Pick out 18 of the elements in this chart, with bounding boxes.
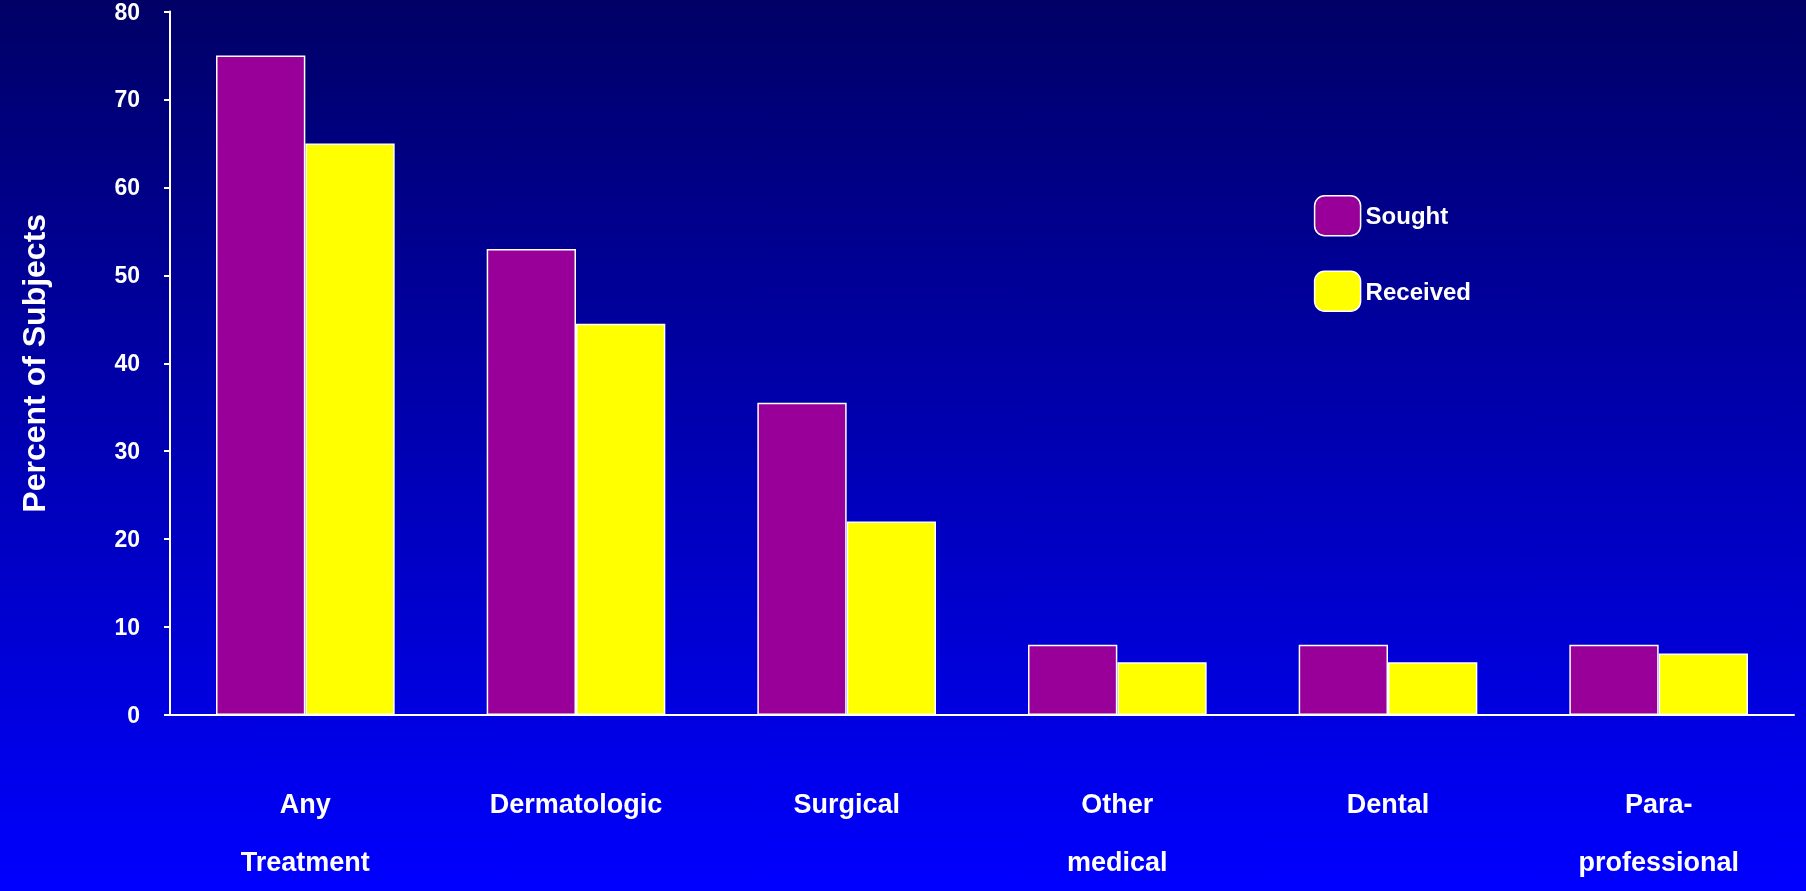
y-tick-label: 50 [114,262,140,289]
y-tick-label: 0 [127,702,140,728]
y-tick-label: 20 [114,526,140,553]
y-axis-title: Percent of Subjects [16,213,52,513]
y-tick-label: 40 [114,350,140,377]
x-tick-label: Surgical [793,789,900,819]
y-tick-label: 10 [114,614,140,641]
x-tick-label: Dermatologic [489,789,663,819]
x-tick-label: Other medical [1067,789,1168,877]
y-tick-label: 80 [114,0,140,25]
y-tick-label: 60 [114,174,140,201]
x-tick-label: Para- professional [1578,789,1739,877]
x-tick-label: Any Treatment [240,789,370,877]
y-tick-label: 30 [114,438,140,465]
y-tick-label: 70 [114,86,140,113]
legend-label: Sought [1365,202,1449,230]
legend-label: Received [1365,277,1472,305]
x-tick-label: Dental [1346,789,1430,819]
